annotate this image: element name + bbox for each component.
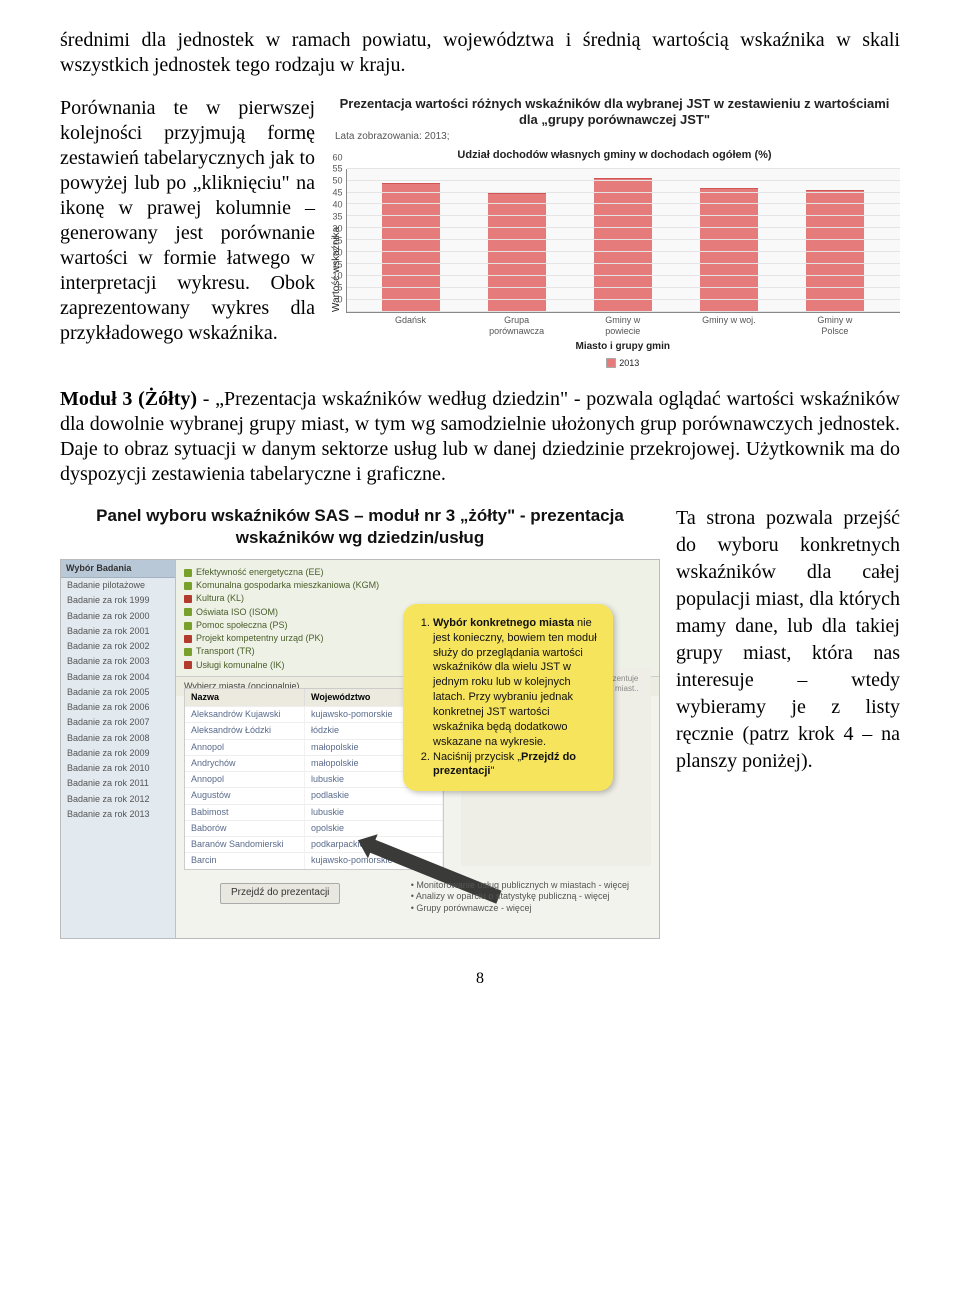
category-item[interactable]: Komunalna gospodarka mieszkaniowa (KGM) [184, 579, 651, 592]
panel-sidebar-header: Wybór Badania [61, 560, 175, 578]
chart-legend: 2013 [346, 358, 901, 369]
sidebar-item[interactable]: Badanie pilotażowe [61, 578, 175, 593]
th-name: Nazwa [185, 689, 305, 706]
callout-2a: Naciśnij przycisk „ [433, 751, 521, 763]
submit-button[interactable]: Przejdź do prezentacji [220, 883, 340, 904]
bar [594, 178, 652, 311]
category-item[interactable]: Efektywność energetyczna (EE) [184, 566, 651, 579]
sidebar-item[interactable]: Badanie za rok 2010 [61, 761, 175, 776]
chart-left-text: Porównania te w pierwszej kolejności prz… [60, 96, 315, 369]
bar [382, 183, 440, 311]
sidebar-item[interactable]: Badanie za rok 2005 [61, 685, 175, 700]
chart-title: Prezentacja wartości różnych wskaźników … [329, 96, 900, 129]
sidebar-item[interactable]: Badanie za rok 2011 [61, 776, 175, 791]
chart-meta: Lata zobrazowania: 2013; [329, 131, 900, 144]
intro-paragraph-1: średnimi dla jednostek w ramach powiatu,… [60, 28, 900, 78]
table-row[interactable]: Babimostlubuskie [185, 804, 443, 820]
bar-chart: Prezentacja wartości różnych wskaźników … [329, 96, 900, 369]
table-row[interactable]: Baranów Sandomierskipodkarpackie [185, 836, 443, 852]
panel-callout: Wybór konkretnego miasta nie jest koniec… [403, 604, 613, 791]
plot-area: 051015202530354045505560 [346, 169, 901, 313]
sidebar-item[interactable]: Badanie za rok 2007 [61, 715, 175, 730]
sidebar-item[interactable]: Badanie za rok 2012 [61, 792, 175, 807]
sidebar-item[interactable]: Badanie za rok 2004 [61, 670, 175, 685]
sidebar-item[interactable]: Badanie za rok 2002 [61, 639, 175, 654]
sidebar-item[interactable]: Badanie za rok 2003 [61, 654, 175, 669]
panel-row: Panel wyboru wskaźników SAS – moduł nr 3… [60, 505, 900, 939]
bar [700, 188, 758, 312]
modul3-name: - „Prezentacja wskaźników według dziedzi… [197, 388, 586, 410]
modul3-paragraph: Moduł 3 (Żółty) - „Prezentacja wskaźnikó… [60, 387, 900, 487]
chart-row: Porównania te w pierwszej kolejności prz… [60, 96, 900, 369]
callout-1-bold: Wybór konkretnego miasta [433, 617, 574, 629]
sidebar-item[interactable]: Badanie za rok 1999 [61, 593, 175, 608]
sidebar-item[interactable]: Badanie za rok 2008 [61, 731, 175, 746]
panel-sidebar: Wybór Badania Badanie pilotażoweBadanie … [61, 560, 176, 938]
table-row[interactable]: Augustówpodlaskie [185, 787, 443, 803]
page-number: 8 [60, 969, 900, 989]
list-item: • Analizy w oparciu o statystykę publicz… [411, 891, 629, 902]
chart-x-label: Miasto i grupy gmin [346, 341, 901, 354]
sidebar-item[interactable]: Badanie za rok 2006 [61, 700, 175, 715]
chart-subtitle: Udział dochodów własnych gminy w dochoda… [329, 149, 900, 163]
table-row[interactable]: Baborówopolskie [185, 820, 443, 836]
callout-2c: " [490, 765, 494, 777]
modul3-lead: Moduł 3 (Żółty) [60, 388, 197, 410]
sidebar-item[interactable]: Badanie za rok 2000 [61, 609, 175, 624]
panel-bullets: • Monitorowanie usług publicznych w mias… [411, 880, 629, 914]
callout-1-text: nie jest konieczny, bowiem ten moduł słu… [433, 617, 597, 748]
panel-screenshot: Panel wyboru wskaźników SAS – moduł nr 3… [60, 505, 660, 939]
list-item: • Grupy porównawcze - więcej [411, 903, 629, 914]
panel-title: Panel wyboru wskaźników SAS – moduł nr 3… [60, 505, 660, 549]
list-item: • Monitorowanie usług publicznych w mias… [411, 880, 629, 891]
sidebar-item[interactable]: Badanie za rok 2001 [61, 624, 175, 639]
panel-right-text: Ta strona pozwala przejść do wyboru konk… [676, 505, 900, 775]
sidebar-item[interactable]: Badanie za rok 2013 [61, 807, 175, 822]
sidebar-item[interactable]: Badanie za rok 2009 [61, 746, 175, 761]
